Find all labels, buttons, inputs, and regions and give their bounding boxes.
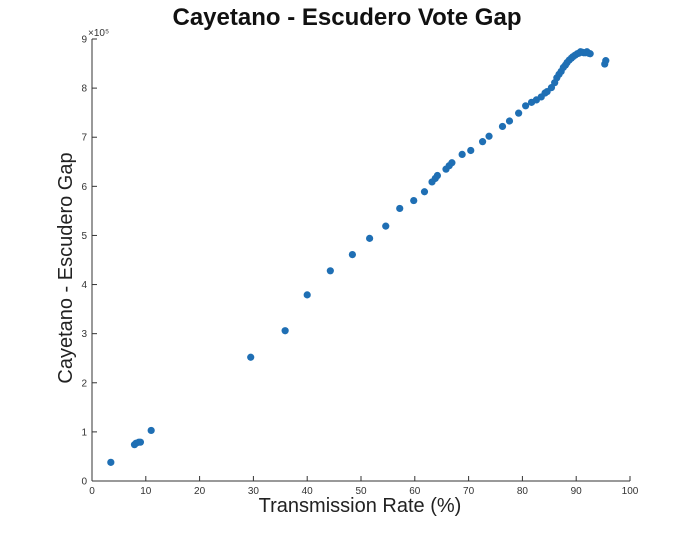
data-point bbox=[326, 267, 334, 275]
x-tick-label: 40 bbox=[302, 486, 314, 497]
x-axis-label: Transmission Rate (%) bbox=[259, 495, 462, 517]
data-point bbox=[498, 122, 507, 131]
y-tick-label: 4 bbox=[81, 280, 87, 291]
data-point bbox=[448, 159, 456, 167]
axes bbox=[91, 39, 630, 482]
y-axis-multiplier: ×10⁵ bbox=[88, 28, 109, 39]
data-point bbox=[458, 150, 466, 159]
data-point bbox=[505, 117, 514, 125]
data-point bbox=[586, 50, 594, 58]
tick-marks: 0 10 20 30 40 50 60 70 80 90 100 0 1 2 3 4 5 6 7 8 9 bbox=[81, 35, 638, 498]
data-point bbox=[382, 222, 390, 230]
data-point bbox=[147, 426, 155, 435]
data-point bbox=[366, 234, 374, 242]
data-points bbox=[107, 48, 610, 466]
y-tick-label: 1 bbox=[81, 427, 87, 438]
y-tick-label: 7 bbox=[81, 133, 87, 144]
data-point bbox=[515, 109, 523, 117]
data-point bbox=[247, 353, 255, 361]
data-point bbox=[396, 204, 404, 213]
x-tick-label: 60 bbox=[409, 486, 421, 497]
data-point bbox=[136, 438, 145, 446]
x-tick-label: 10 bbox=[140, 486, 152, 497]
data-point bbox=[348, 250, 356, 259]
y-tick-label: 8 bbox=[81, 84, 87, 95]
x-tick-label: 70 bbox=[463, 486, 475, 497]
data-point bbox=[602, 57, 610, 65]
data-point bbox=[410, 196, 418, 205]
x-tick-label: 50 bbox=[355, 486, 367, 497]
y-tick-label: 6 bbox=[81, 182, 87, 193]
x-tick-label: 90 bbox=[571, 486, 583, 497]
y-tick-label: 9 bbox=[81, 35, 87, 46]
y-tick-label: 5 bbox=[81, 231, 87, 242]
x-tick-label: 80 bbox=[517, 486, 529, 497]
data-point bbox=[478, 138, 487, 146]
x-tick-label: 30 bbox=[248, 486, 260, 497]
y-axis-label: Cayetano - Escudero Gap bbox=[55, 152, 77, 383]
y-tick-label: 0 bbox=[81, 477, 87, 488]
y-tick-label: 2 bbox=[81, 378, 87, 389]
data-point bbox=[485, 132, 493, 140]
data-point bbox=[281, 327, 289, 335]
x-tick-label: 20 bbox=[194, 486, 206, 497]
x-tick-label: 100 bbox=[622, 486, 639, 497]
y-tick-label: 3 bbox=[81, 329, 87, 340]
data-point bbox=[522, 102, 530, 110]
data-point bbox=[420, 188, 429, 196]
chart-title: Cayetano - Escudero Vote Gap bbox=[172, 4, 522, 31]
data-point bbox=[467, 146, 475, 155]
data-point bbox=[303, 291, 311, 299]
x-tick-label: 0 bbox=[89, 486, 95, 497]
data-point bbox=[433, 171, 441, 180]
data-point bbox=[107, 458, 115, 466]
